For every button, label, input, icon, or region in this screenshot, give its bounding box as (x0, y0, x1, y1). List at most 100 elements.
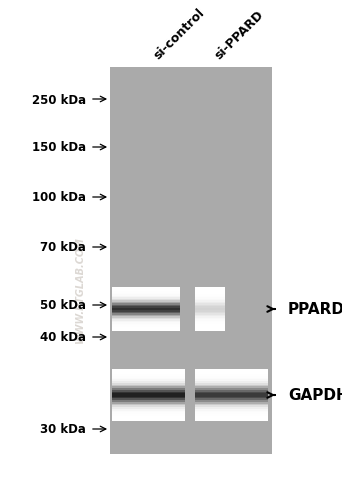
Bar (126, 321, 127, 323)
Bar (121, 317, 122, 318)
Bar (205, 380, 206, 381)
Bar (204, 288, 205, 289)
Bar (113, 315, 114, 317)
Bar (144, 321, 145, 323)
Bar (176, 392, 178, 394)
Bar (257, 408, 258, 409)
Bar (211, 400, 212, 402)
Bar (140, 372, 141, 374)
Bar (128, 420, 129, 421)
Bar (153, 295, 154, 296)
Bar (175, 371, 176, 372)
Bar (223, 311, 224, 312)
Bar (251, 420, 252, 421)
Bar (164, 306, 165, 308)
Bar (132, 311, 133, 312)
Bar (242, 371, 244, 372)
Bar (257, 371, 258, 372)
Bar (198, 318, 199, 320)
Bar (135, 388, 136, 390)
Bar (209, 295, 210, 296)
Bar (245, 385, 246, 386)
Bar (130, 376, 131, 378)
Bar (142, 409, 144, 411)
Bar (162, 292, 163, 293)
Bar (156, 324, 157, 325)
Bar (240, 386, 241, 388)
Bar (221, 412, 222, 414)
Bar (147, 394, 148, 395)
Bar (130, 295, 131, 296)
Bar (225, 386, 227, 388)
Bar (158, 409, 159, 411)
Bar (141, 374, 142, 376)
Bar (213, 303, 214, 305)
Bar (126, 292, 127, 293)
Bar (205, 288, 206, 289)
Bar (208, 386, 210, 388)
Bar (131, 305, 132, 306)
Bar (223, 324, 224, 325)
Bar (155, 306, 156, 308)
Bar (222, 418, 223, 420)
Bar (137, 385, 139, 386)
Bar (169, 303, 170, 305)
Bar (167, 408, 168, 409)
Bar (220, 327, 221, 328)
Bar (229, 398, 230, 400)
Bar (175, 288, 176, 289)
Bar (112, 290, 113, 292)
Bar (144, 380, 145, 381)
Bar (250, 406, 251, 408)
Bar (199, 298, 200, 299)
Bar (172, 302, 173, 303)
Bar (128, 404, 129, 406)
Bar (223, 418, 224, 420)
Bar (235, 398, 236, 400)
Bar (158, 323, 160, 324)
Bar (172, 308, 173, 309)
Bar (129, 378, 130, 380)
Bar (158, 372, 159, 374)
Bar (176, 323, 178, 324)
Bar (223, 388, 224, 390)
Bar (113, 289, 114, 290)
Bar (146, 288, 147, 289)
Bar (217, 314, 218, 315)
Bar (155, 321, 156, 323)
Bar (253, 400, 254, 402)
Bar (251, 371, 252, 372)
Bar (178, 411, 179, 412)
Bar (251, 406, 252, 408)
Bar (212, 314, 213, 315)
Bar (131, 398, 133, 400)
Bar (123, 306, 124, 308)
Bar (128, 418, 129, 420)
Bar (235, 381, 236, 383)
Bar (261, 402, 262, 404)
Bar (263, 397, 264, 398)
Bar (112, 383, 113, 385)
Bar (241, 390, 242, 392)
Bar (136, 292, 137, 293)
Bar (211, 296, 212, 298)
Bar (179, 378, 180, 380)
Bar (215, 303, 216, 305)
Bar (225, 418, 227, 420)
Bar (206, 383, 207, 385)
Bar (210, 300, 211, 302)
Bar (133, 320, 135, 321)
Bar (197, 420, 199, 421)
Bar (143, 318, 144, 320)
Bar (253, 408, 254, 409)
Bar (133, 409, 134, 411)
Bar (164, 411, 166, 412)
Bar (163, 388, 164, 390)
Bar (230, 398, 232, 400)
Bar (124, 404, 126, 406)
Bar (122, 290, 123, 292)
Bar (145, 406, 146, 408)
Bar (211, 374, 212, 376)
Bar (129, 323, 130, 324)
Bar (141, 402, 142, 404)
